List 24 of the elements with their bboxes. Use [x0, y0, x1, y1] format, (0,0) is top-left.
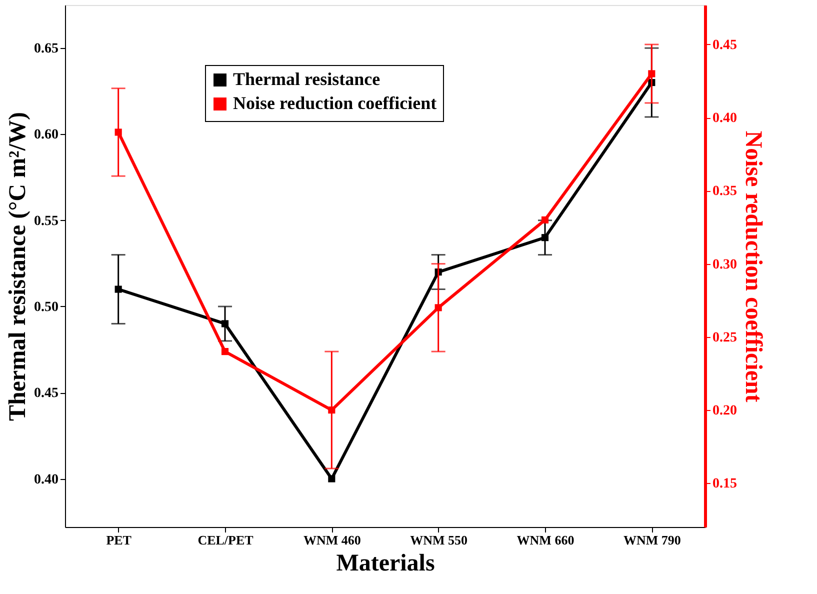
- x-tick-label: PET: [106, 532, 132, 548]
- legend-label: Noise reduction coefficient: [233, 93, 437, 113]
- y-tick-label: 0.65: [34, 42, 58, 57]
- y2-tick-label: 0.20: [712, 404, 737, 419]
- x-tick-label: CEL/PET: [198, 532, 254, 548]
- x-tick-label: WNM 460: [303, 532, 361, 548]
- x-tick-label: WNM 660: [516, 532, 574, 548]
- y2-tick-label: 0.25: [712, 330, 737, 346]
- y-axis-title: Thermal resistance (°C m²/W): [5, 112, 31, 421]
- x-axis-title: Materials: [336, 550, 435, 576]
- x-tick-label: WNM 790: [623, 532, 681, 548]
- y2-tick-label: 0.40: [712, 111, 737, 126]
- y-tick-label: 0.45: [34, 386, 58, 402]
- y2-tick-label: 0.15: [712, 476, 737, 492]
- y-tick-label: 0.55: [34, 214, 58, 229]
- y2-tick-label: 0.35: [712, 184, 737, 200]
- y2-tick-label: 0.30: [712, 257, 737, 272]
- y-tick-label: 0.60: [34, 128, 58, 143]
- x-tick-label: WNM 550: [410, 532, 468, 548]
- y-tick-label: 0.40: [34, 472, 58, 488]
- y-tick-label: 0.50: [34, 300, 58, 315]
- legend-label: Thermal resistance: [233, 69, 380, 89]
- y2-tick-label: 0.45: [712, 38, 737, 53]
- y2-axis-title: Noise reduction coefficient: [740, 130, 766, 402]
